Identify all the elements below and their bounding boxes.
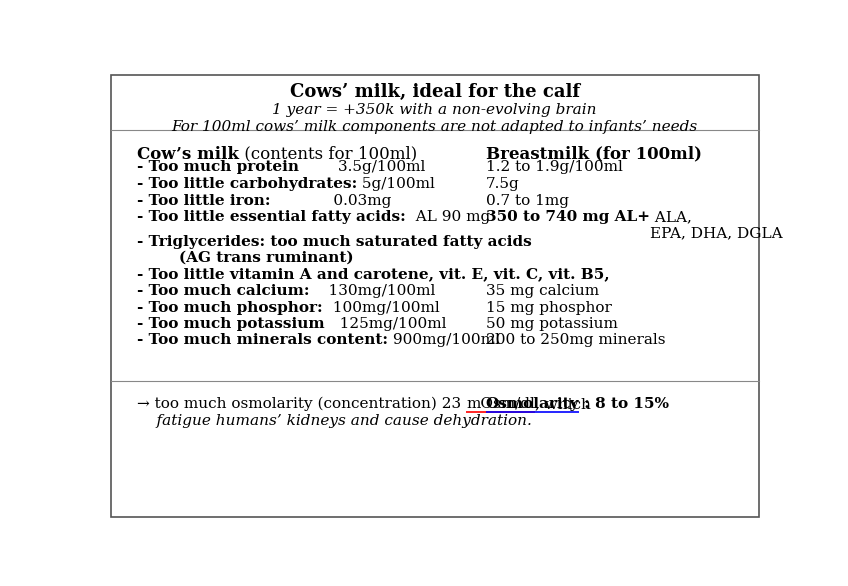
- Text: Breastmilk (for 100ml): Breastmilk (for 100ml): [486, 146, 702, 163]
- Text: - Too much minerals content:: - Too much minerals content:: [137, 333, 388, 347]
- Text: 100mg/100ml: 100mg/100ml: [322, 301, 439, 315]
- Text: 3.5g/100ml: 3.5g/100ml: [299, 159, 426, 173]
- Text: 0.03mg: 0.03mg: [271, 193, 392, 207]
- Text: 35 mg calcium: 35 mg calcium: [486, 284, 599, 298]
- Text: Cow’s milk: Cow’s milk: [137, 146, 239, 163]
- Text: , which: , which: [535, 397, 591, 411]
- Text: - Too much protein: - Too much protein: [137, 159, 299, 173]
- Text: 130mg/100ml: 130mg/100ml: [310, 284, 436, 298]
- Text: 7.5g: 7.5g: [486, 176, 520, 190]
- Text: (AG trans ruminant): (AG trans ruminant): [137, 250, 354, 264]
- Text: Osmolarity: Osmolarity: [486, 397, 579, 411]
- Text: - Too little essential fatty acids:: - Too little essential fatty acids:: [137, 210, 405, 224]
- Text: → too much osmolarity (concentration) 23: → too much osmolarity (concentration) 23: [137, 397, 466, 411]
- Text: - Too little iron:: - Too little iron:: [137, 193, 271, 207]
- Text: fatigue humans’ kidneys and cause dehydration.: fatigue humans’ kidneys and cause dehydr…: [137, 414, 532, 428]
- Text: - Too much calcium:: - Too much calcium:: [137, 284, 310, 298]
- Text: 15 mg phosphor: 15 mg phosphor: [486, 301, 611, 315]
- Text: 350 to 740 mg AL+: 350 to 740 mg AL+: [486, 210, 650, 224]
- Text: 200 to 250mg minerals: 200 to 250mg minerals: [486, 333, 665, 347]
- Text: 1.2 to 1.9g/100ml: 1.2 to 1.9g/100ml: [486, 159, 622, 173]
- Text: mOsm/dl: mOsm/dl: [466, 397, 535, 411]
- Text: 0.7 to 1mg: 0.7 to 1mg: [486, 193, 569, 207]
- Text: Cows’ milk, ideal for the calf: Cows’ milk, ideal for the calf: [289, 83, 580, 101]
- Text: : 8 to 15%: : 8 to 15%: [579, 397, 669, 411]
- Text: AL 90 mg: AL 90 mg: [405, 210, 490, 224]
- Text: 1 year = +350k with a non-evolving brain: 1 year = +350k with a non-evolving brain: [272, 103, 597, 117]
- Text: - Too little vitamin A and carotene, vit. E, vit. C, vit. B5,: - Too little vitamin A and carotene, vit…: [137, 267, 610, 281]
- Text: (contents for 100ml): (contents for 100ml): [239, 146, 417, 163]
- Text: - Too much potassium: - Too much potassium: [137, 316, 325, 331]
- Text: 900mg/100ml: 900mg/100ml: [388, 333, 499, 347]
- Text: ALA,
EPA, DHA, DGLA: ALA, EPA, DHA, DGLA: [650, 210, 783, 241]
- Text: 5g/100ml: 5g/100ml: [357, 176, 435, 190]
- Text: 50 mg potassium: 50 mg potassium: [486, 316, 617, 331]
- Text: 125mg/100ml: 125mg/100ml: [325, 316, 446, 331]
- Text: - Too much phosphor:: - Too much phosphor:: [137, 301, 322, 315]
- Text: - Triglycerides: too much saturated fatty acids: - Triglycerides: too much saturated fatt…: [137, 235, 532, 249]
- Text: - Too little carbohydrates:: - Too little carbohydrates:: [137, 176, 357, 190]
- Text: For 100ml cows’ milk components are not adapted to infants’ needs: For 100ml cows’ milk components are not …: [171, 120, 698, 134]
